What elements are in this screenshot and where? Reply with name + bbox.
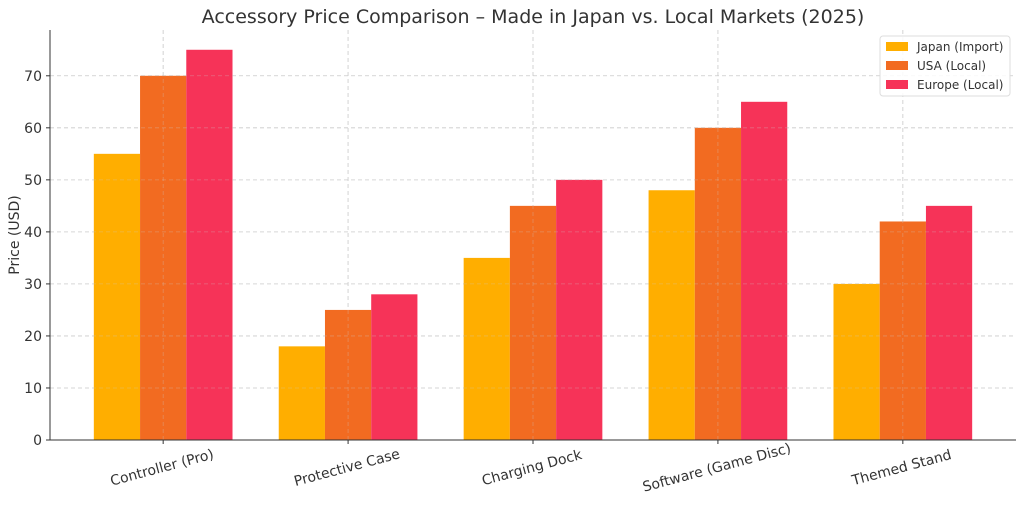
legend-label: USA (Local)	[917, 59, 986, 73]
bar-europe-local--1	[371, 294, 418, 440]
legend-box	[879, 35, 1011, 97]
bar-usa-local--4	[879, 221, 926, 440]
x-tick-label: Themed Stand	[849, 447, 953, 489]
y-tick-label: 60	[24, 121, 42, 137]
bar-usa-local--0	[140, 75, 187, 440]
y-tick-label: 10	[24, 381, 42, 397]
legend-swatch	[886, 61, 908, 70]
bar-japan-import--1	[278, 346, 325, 440]
x-tick-label: Software (Game Disc)	[641, 441, 793, 496]
chart-title: Accessory Price Comparison – Made in Jap…	[202, 6, 865, 28]
x-tick-label: Controller (Pro)	[109, 447, 216, 490]
x-tick-label: Charging Dock	[480, 447, 584, 489]
y-tick-label: 30	[24, 277, 42, 293]
bar-europe-local--0	[186, 49, 233, 440]
y-axis-label: Price (USD)	[7, 195, 23, 274]
bar-europe-local--3	[741, 101, 788, 440]
gridlines-overlay	[50, 30, 1016, 441]
y-tick-label: 50	[24, 173, 42, 189]
bar-japan-import--3	[648, 190, 695, 440]
bar-europe-local--2	[556, 179, 603, 440]
legend-label: Europe (Local)	[917, 78, 1003, 92]
y-tick-label: 20	[24, 329, 42, 345]
bar-europe-local--4	[925, 205, 973, 440]
bar-japan-import--0	[93, 153, 141, 440]
legend-swatch	[886, 80, 908, 89]
y-tick-label: 40	[24, 225, 42, 241]
legend: Japan (Import) USA (Local) Europe (Local)	[879, 35, 1011, 97]
y-tick-label: 0	[33, 433, 42, 449]
bar-usa-local--1	[324, 309, 372, 440]
x-tick-label: Protective Case	[292, 446, 401, 490]
y-tick-label: 70	[24, 69, 42, 85]
bar-usa-local--2	[509, 205, 557, 440]
bar-japan-import--4	[833, 283, 880, 440]
legend-label: Japan (Import)	[916, 40, 1003, 54]
bar-japan-import--2	[463, 257, 510, 440]
legend-swatch	[886, 42, 908, 51]
bar-usa-local--3	[694, 127, 742, 440]
bars	[93, 49, 973, 440]
